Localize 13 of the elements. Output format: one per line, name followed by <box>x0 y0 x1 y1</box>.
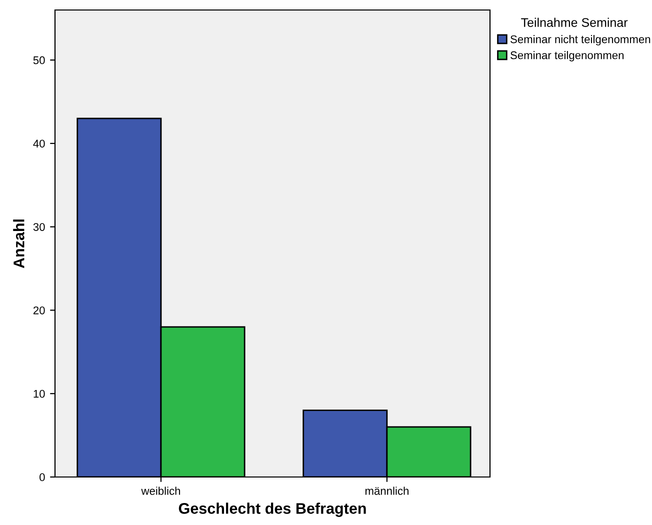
y-tick-label: 0 <box>40 473 45 482</box>
y-tick-label: 50 <box>33 56 45 64</box>
legend-label: Seminar teilgenommen <box>510 51 624 62</box>
y-tick-label: 30 <box>33 223 45 231</box>
legend-label: Seminar nicht teilgenommen <box>510 35 650 46</box>
y-axis-title: Anzahl <box>13 220 24 268</box>
y-tick-label: 10 <box>34 390 45 398</box>
y-tick-label: 40 <box>33 140 45 148</box>
legend-title: Teilnahme Seminar <box>521 18 628 27</box>
x-tick-label: männlich <box>365 486 408 495</box>
x-axis-title: Geschlecht des Befragten <box>178 502 366 517</box>
y-tick-label: 20 <box>33 306 45 314</box>
x-tick-label: weiblich <box>141 486 180 495</box>
